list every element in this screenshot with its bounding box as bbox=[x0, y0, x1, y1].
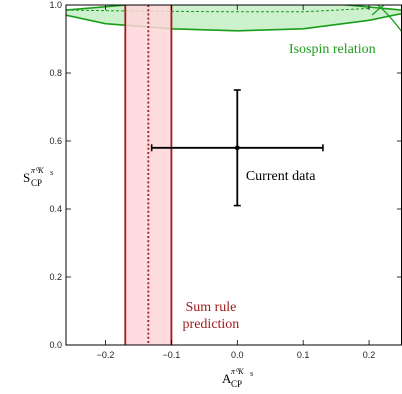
x-axis-label-sub: CP bbox=[231, 379, 242, 389]
y-tick-label: 0.4 bbox=[49, 204, 62, 214]
isospin-crossing-curve bbox=[376, 5, 402, 34]
x-tick-label: −0.2 bbox=[97, 350, 115, 360]
y-axis: 0.0 0.2 0.4 0.6 0.8 1.0 bbox=[49, 0, 402, 350]
x-tick-label: 0.1 bbox=[297, 350, 310, 360]
x-axis-label-main: A bbox=[222, 371, 232, 386]
x-axis: −0.2 −0.1 0.0 0.1 0.2 bbox=[97, 5, 376, 360]
isospin-inner-edge bbox=[66, 7, 370, 13]
x-axis-label: A CP π⁰K S bbox=[222, 367, 253, 389]
isospin-relation-label: Isospin relation bbox=[289, 42, 376, 57]
current-data-point bbox=[234, 145, 240, 151]
y-axis-label: S CP π⁰K S bbox=[23, 166, 53, 188]
y-tick-label: 0.8 bbox=[49, 68, 62, 78]
y-tick-label: 1.0 bbox=[49, 0, 62, 10]
y-axis-label-sup: π⁰K bbox=[31, 166, 44, 175]
plot-area bbox=[66, 5, 402, 345]
x-tick-label: −0.1 bbox=[163, 350, 181, 360]
x-tick-label: 0.2 bbox=[363, 350, 376, 360]
sum-rule-label: Sum rule bbox=[185, 300, 236, 315]
sum-rule-label: prediction bbox=[183, 317, 240, 332]
x-axis-label-sup-sub: S bbox=[250, 372, 253, 378]
y-axis-label-main: S bbox=[23, 170, 30, 185]
x-axis-label-sup: π⁰K bbox=[231, 367, 244, 376]
y-tick-label: 0.6 bbox=[49, 136, 62, 146]
isospin-lower-edge bbox=[66, 12, 402, 32]
isospin-crossing-curve bbox=[371, 5, 386, 16]
y-axis-label-sub: CP bbox=[31, 178, 42, 188]
x-tick-label: 0.0 bbox=[231, 350, 244, 360]
isospin-upper-edge bbox=[66, 5, 402, 11]
current-data-label: Current data bbox=[246, 169, 316, 184]
y-tick-label: 0.0 bbox=[49, 340, 62, 350]
y-axis-label-sup-sub: S bbox=[50, 171, 53, 177]
y-tick-label: 0.2 bbox=[49, 272, 62, 282]
